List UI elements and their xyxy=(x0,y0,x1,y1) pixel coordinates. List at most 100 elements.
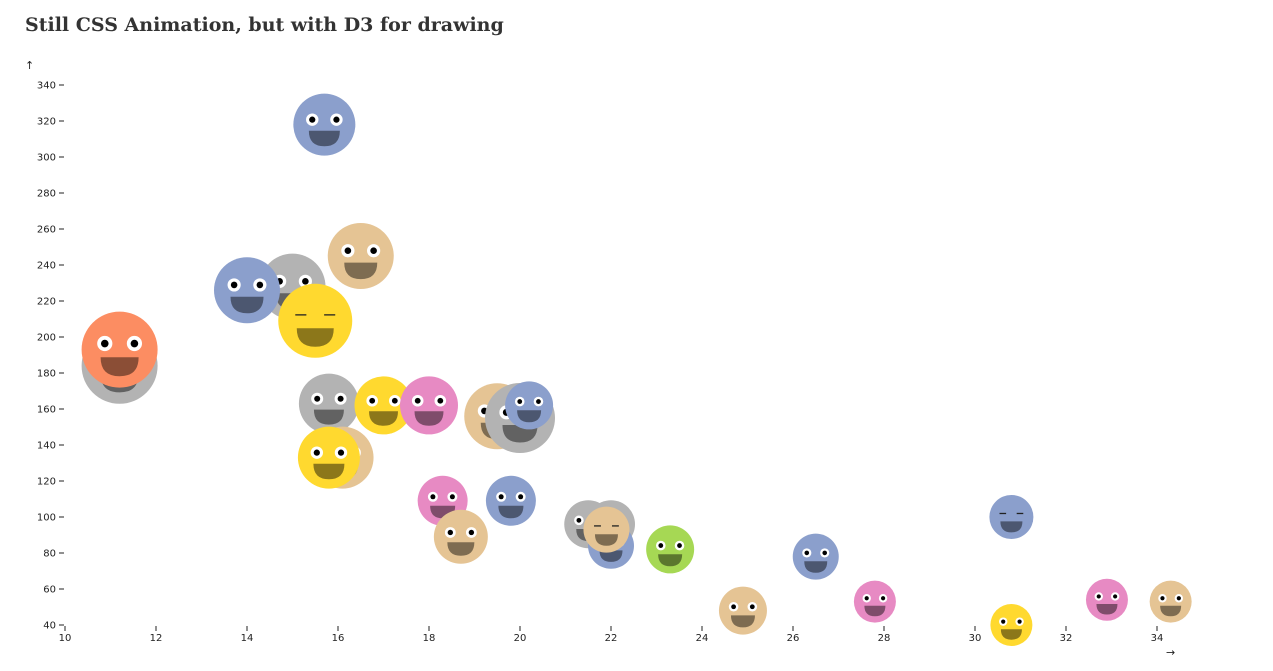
face-circle xyxy=(433,509,488,564)
eye-pupil xyxy=(309,116,316,123)
eye-pupil xyxy=(337,395,344,402)
eye-pupil xyxy=(822,550,828,556)
mouth xyxy=(1096,604,1118,615)
y-tick-label: 140 xyxy=(37,441,56,452)
face-circle xyxy=(990,604,1033,646)
smiley-point xyxy=(990,604,1033,646)
eye-pupil xyxy=(804,550,810,556)
smiley-point xyxy=(297,426,360,489)
x-tick-label: 10 xyxy=(59,633,72,644)
eye-pupil xyxy=(576,517,582,523)
eye-pupil xyxy=(1001,619,1006,624)
x-tick-label: 20 xyxy=(514,633,527,644)
mouth xyxy=(308,130,340,147)
eye-pupil xyxy=(314,395,321,402)
smiley-point xyxy=(214,257,280,324)
eye-pupil xyxy=(302,278,309,285)
mouth xyxy=(594,534,618,546)
mouth xyxy=(100,357,139,377)
eye-pupil xyxy=(677,543,682,548)
eye-pupil xyxy=(880,596,886,601)
eye-pupil xyxy=(518,494,524,500)
eye-pupil xyxy=(447,529,454,536)
smiley-point xyxy=(792,533,839,580)
face-circle xyxy=(792,533,839,580)
mouth xyxy=(517,410,542,423)
x-tick-label: 26 xyxy=(787,633,800,644)
y-tick-label: 120 xyxy=(37,477,56,488)
eye-pupil xyxy=(344,247,352,255)
face-circle xyxy=(81,311,158,388)
mouth xyxy=(804,561,828,573)
chart-title: Still CSS Animation, but with D3 for dra… xyxy=(25,14,504,36)
mouth xyxy=(1160,605,1182,617)
face-circle xyxy=(327,223,394,289)
eye-pupil xyxy=(1176,596,1181,601)
y-tick-label: 200 xyxy=(37,333,56,344)
x-tick-label: 30 xyxy=(969,633,982,644)
mouth xyxy=(230,296,264,314)
face-circle xyxy=(718,586,767,635)
eye-pupil xyxy=(414,397,421,404)
eye-pupil xyxy=(536,399,541,404)
y-tick-label: 320 xyxy=(37,117,56,128)
eye-pupil xyxy=(658,543,664,548)
smiley-point xyxy=(718,586,767,635)
eye-pupil xyxy=(1017,619,1022,624)
y-tick-label: 300 xyxy=(37,153,56,164)
x-tick-label: 18 xyxy=(423,633,436,644)
eye-pupil xyxy=(1160,596,1165,601)
eye-pupil xyxy=(430,494,436,500)
x-tick-label: 32 xyxy=(1060,633,1073,644)
eye-pupil xyxy=(468,529,475,536)
eye-pupil xyxy=(517,399,523,404)
mouth xyxy=(369,411,398,426)
mouth xyxy=(1000,629,1022,640)
smiley-point xyxy=(298,373,359,434)
mouth xyxy=(414,411,444,426)
face-circle xyxy=(505,381,554,430)
face-circle xyxy=(485,475,536,526)
face-circle xyxy=(1149,580,1192,623)
mouth xyxy=(447,542,475,556)
smiley-point xyxy=(81,311,158,388)
y-tick-label: 40 xyxy=(43,621,56,632)
face-circle xyxy=(298,373,359,434)
mouth xyxy=(296,328,334,347)
smiley-point xyxy=(293,93,356,156)
eye-pupil xyxy=(437,397,444,404)
y-tick-label: 280 xyxy=(37,189,56,200)
face-circle xyxy=(853,580,896,623)
smiley-point xyxy=(485,475,536,526)
eye-pupil xyxy=(449,494,455,500)
y-tick-label: 220 xyxy=(37,297,56,308)
face-circle xyxy=(297,426,360,489)
eye-pupil xyxy=(749,604,755,610)
eye-pupil xyxy=(130,339,139,348)
smiley-point xyxy=(327,223,394,289)
face-circle xyxy=(354,376,413,435)
x-tick-label: 16 xyxy=(332,633,345,644)
y-tick-label: 260 xyxy=(37,225,56,236)
face-circle xyxy=(1085,578,1128,621)
face-circle xyxy=(214,257,280,324)
eye-pupil xyxy=(230,281,238,289)
mouth xyxy=(498,505,524,519)
x-axis: 10 12 14 16 18 20 22 24 26 28 30 32 34 xyxy=(59,626,1163,644)
x-axis-label: → xyxy=(1166,646,1175,659)
mouth xyxy=(344,262,378,280)
eye-pupil xyxy=(313,449,320,456)
y-tick-label: 340 xyxy=(37,81,56,92)
face-circle xyxy=(278,283,353,358)
smiley-point xyxy=(1149,580,1192,623)
eye-pupil xyxy=(864,596,869,601)
smiley-point xyxy=(853,580,896,623)
x-tick-label: 14 xyxy=(241,633,254,644)
x-tick-label: 22 xyxy=(605,633,618,644)
smiley-point xyxy=(354,376,413,435)
smiley-point xyxy=(278,283,353,358)
smiley-point xyxy=(433,509,488,564)
eye-pupil xyxy=(333,116,340,123)
y-axis: 40 60 80 100 120 140 160 180 200 220 240 260 280 300 3… xyxy=(37,81,64,632)
smiley-point xyxy=(583,506,630,553)
